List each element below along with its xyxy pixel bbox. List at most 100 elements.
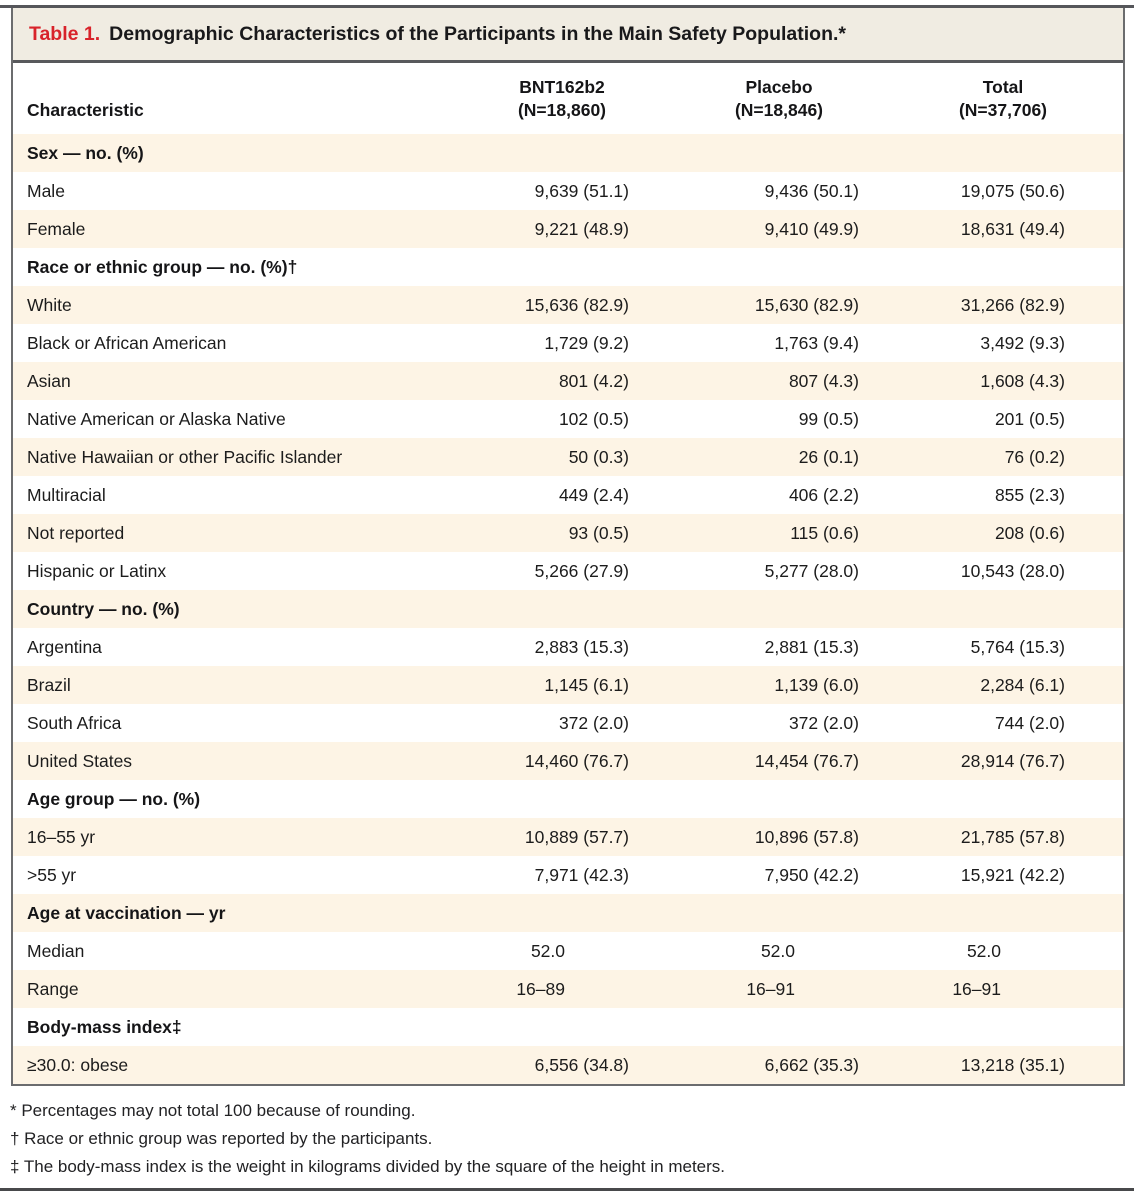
- cell-value: 855 (2.3): [994, 484, 1065, 505]
- table-title-text: Demographic Characteristics of the Parti…: [109, 22, 846, 45]
- cell-value: 26 (0.1): [798, 446, 859, 467]
- cell-value: 6,662 (35.3): [764, 1054, 859, 1075]
- cell-value: 744 (2.0): [994, 712, 1065, 733]
- row-label: Median: [27, 940, 85, 961]
- section-header-row: Sex — no. (%): [13, 134, 1123, 172]
- row-label: ≥30.0: obese: [27, 1054, 129, 1075]
- table-row: Native Hawaiian or other Pacific Islande…: [13, 438, 1123, 476]
- table-row: South Africa 372 (2.0) 372 (2.0) 744 (2.0): [13, 704, 1123, 742]
- table-header-row: Characteristic BNT162b2 (N=18,860) Placeb…: [13, 63, 1123, 134]
- row-label: Race or ethnic group — no. (%)†: [27, 256, 298, 277]
- cell-value: 9,436 (50.1): [764, 180, 859, 201]
- cell-value: 21,785 (57.8): [960, 826, 1065, 847]
- cell-value: 201 (0.5): [994, 408, 1065, 429]
- cell-value: 372 (2.0): [558, 712, 629, 733]
- row-label: Range: [27, 978, 79, 999]
- table-1: Table 1. Demographic Characteristics of …: [11, 8, 1125, 1086]
- row-label: Not reported: [27, 522, 125, 543]
- table-row: Male 9,639 (51.1) 9,436 (50.1) 19,075 (50.6…: [13, 172, 1123, 210]
- table-row: Argentina 2,883 (15.3) 2,881 (15.3) 5,764 (…: [13, 628, 1123, 666]
- row-label: Brazil: [27, 674, 71, 695]
- table-title-bar: Table 1. Demographic Characteristics of …: [13, 8, 1123, 63]
- table-body: Sex — no. (%) Male 9,639 (51.1) 9,436 (50.1…: [13, 134, 1123, 1084]
- row-label: >55 yr: [27, 864, 77, 885]
- cell-value: 449 (2.4): [558, 484, 629, 505]
- section-header-row: Age at vaccination — yr: [13, 894, 1123, 932]
- row-label: Age at vaccination — yr: [27, 902, 226, 923]
- cell-value: 406 (2.2): [788, 484, 859, 505]
- table-row: Range 16–89 16–91 16–91: [13, 970, 1123, 1008]
- row-label: Sex — no. (%): [27, 142, 144, 163]
- column-header-characteristic: Characteristic: [27, 100, 144, 120]
- row-label: White: [27, 294, 72, 315]
- cell-value: 1,139 (6.0): [774, 674, 859, 695]
- cell-value: 372 (2.0): [788, 712, 859, 733]
- cell-value: 2,883 (15.3): [534, 636, 629, 657]
- row-label: Age group — no. (%): [27, 788, 201, 809]
- table-row: Black or African American 1,729 (9.2) 1,76…: [13, 324, 1123, 362]
- table-number-label: Table 1.: [29, 22, 101, 45]
- table-row: 16–55 yr 10,889 (57.7) 10,896 (57.8) 21,785…: [13, 818, 1123, 856]
- table-row: Multiracial 449 (2.4) 406 (2.2) 855 (2.3): [13, 476, 1123, 514]
- row-label: Male: [27, 180, 65, 201]
- cell-value: 18,631 (49.4): [960, 218, 1065, 239]
- cell-value: 76 (0.2): [1004, 446, 1065, 467]
- cell-value: 14,460 (76.7): [524, 750, 629, 771]
- cell-value: 52.0: [530, 940, 565, 961]
- table-row: Median 52.0 52.0 52.0: [13, 932, 1123, 970]
- section-header-row: Race or ethnic group — no. (%)†: [13, 248, 1123, 286]
- cell-value: 10,896 (57.8): [754, 826, 859, 847]
- top-rule: [0, 5, 1134, 8]
- table-row: Brazil 1,145 (6.1) 1,139 (6.0) 2,284 (6.1): [13, 666, 1123, 704]
- cell-value: 93 (0.5): [568, 522, 629, 543]
- row-label: Hispanic or Latinx: [27, 560, 167, 581]
- cell-value: 50 (0.3): [568, 446, 629, 467]
- footnote: * Percentages may not total 100 because …: [10, 1101, 416, 1120]
- row-label: Native American or Alaska Native: [27, 408, 286, 429]
- cell-value: 13,218 (35.1): [960, 1054, 1065, 1075]
- cell-value: 1,608 (4.3): [980, 370, 1065, 391]
- row-label: Black or African American: [27, 332, 227, 353]
- row-label: Asian: [27, 370, 71, 391]
- cell-value: 807 (4.3): [788, 370, 859, 391]
- bottom-rule: [0, 1188, 1134, 1191]
- section-header-row: Country — no. (%): [13, 590, 1123, 628]
- table-row: Not reported 93 (0.5) 115 (0.6) 208 (0.6): [13, 514, 1123, 552]
- cell-value: 15,921 (42.2): [960, 864, 1065, 885]
- cell-value: 5,266 (27.9): [534, 560, 629, 581]
- section-header-row: Age group — no. (%): [13, 780, 1123, 818]
- cell-value: 16–91: [952, 978, 1001, 999]
- row-label: South Africa: [27, 712, 122, 733]
- cell-value: 10,543 (28.0): [960, 560, 1065, 581]
- row-label: Country — no. (%): [27, 598, 180, 619]
- cell-value: 28,914 (76.7): [960, 750, 1065, 771]
- cell-value: 10,889 (57.7): [524, 826, 629, 847]
- table-row: ≥30.0: obese 6,556 (34.8) 6,662 (35.3) 13,2…: [13, 1046, 1123, 1084]
- table-row: Asian 801 (4.2) 807 (4.3) 1,608 (4.3): [13, 362, 1123, 400]
- cell-value: 52.0: [760, 940, 795, 961]
- column-header-bnt162b2: BNT162b2 (N=18,860): [517, 77, 607, 120]
- cell-value: 5,764 (15.3): [970, 636, 1065, 657]
- cell-value: 3,492 (9.3): [980, 332, 1065, 353]
- footnote: † Race or ethnic group was reported by t…: [10, 1129, 433, 1148]
- cell-value: 16–91: [746, 978, 795, 999]
- row-label: 16–55 yr: [27, 826, 96, 847]
- cell-value: 9,221 (48.9): [534, 218, 629, 239]
- table-row: White 15,636 (82.9) 15,630 (82.9) 31,266 (8…: [13, 286, 1123, 324]
- column-header-placebo: Placebo (N=18,846): [734, 77, 824, 120]
- cell-value: 99 (0.5): [798, 408, 859, 429]
- cell-value: 1,145 (6.1): [544, 674, 629, 695]
- cell-value: 6,556 (34.8): [534, 1054, 629, 1075]
- cell-value: 2,284 (6.1): [980, 674, 1065, 695]
- cell-value: 14,454 (76.7): [754, 750, 859, 771]
- cell-value: 208 (0.6): [994, 522, 1065, 543]
- cell-value: 115 (0.6): [790, 522, 859, 543]
- table-row: Female 9,221 (48.9) 9,410 (49.9) 18,631 (49…: [13, 210, 1123, 248]
- cell-value: 102 (0.5): [558, 408, 629, 429]
- cell-value: 801 (4.2): [558, 370, 629, 391]
- row-label: Argentina: [27, 636, 102, 657]
- row-label: Native Hawaiian or other Pacific Islande…: [27, 446, 343, 467]
- table-row: Hispanic or Latinx 5,266 (27.9) 5,277 (28.…: [13, 552, 1123, 590]
- cell-value: 15,636 (82.9): [524, 294, 629, 315]
- cell-value: 31,266 (82.9): [960, 294, 1065, 315]
